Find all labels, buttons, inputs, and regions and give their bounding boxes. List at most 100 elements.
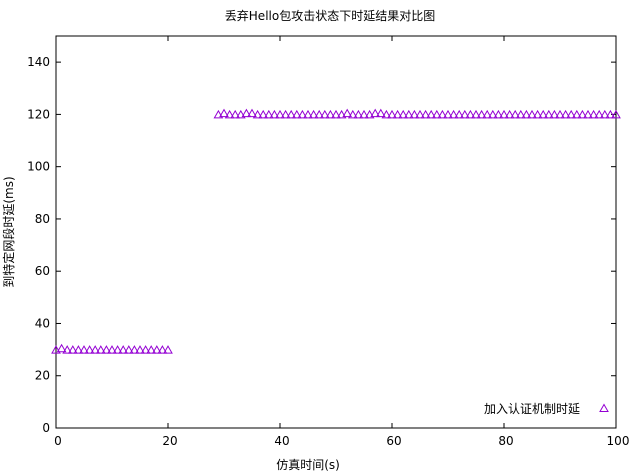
data-point-marker — [297, 109, 308, 119]
data-point-marker — [56, 343, 67, 353]
data-point-marker — [314, 109, 325, 119]
y-tick-label: 60 — [35, 264, 50, 278]
data-point-marker — [515, 109, 526, 119]
data-point-marker — [51, 345, 61, 354]
axis-tick-labels: 0 20 40 60 80 100 0 20 40 60 80 100 120 140 — [27, 55, 629, 448]
data-points — [51, 108, 621, 354]
data-point-marker — [353, 109, 364, 119]
data-point-marker — [263, 109, 274, 119]
data-point-marker — [347, 109, 358, 119]
y-tick-label: 0 — [42, 421, 50, 435]
data-point-marker — [465, 109, 476, 119]
data-point-marker — [319, 109, 330, 119]
data-point-marker — [392, 109, 403, 119]
data-point-marker — [224, 109, 235, 119]
data-point-marker — [95, 345, 106, 354]
data-point-marker — [566, 109, 577, 119]
y-tick-label: 80 — [35, 212, 50, 226]
chart-title: 丢弃Hello包攻击状态下时延结果对比图 — [225, 8, 435, 23]
data-point-marker — [107, 345, 117, 354]
data-point-marker — [140, 345, 151, 354]
data-point-marker — [381, 109, 392, 119]
data-point-marker — [448, 109, 459, 119]
data-point-marker — [454, 109, 465, 119]
data-point-marker — [521, 109, 532, 119]
data-point-marker — [605, 109, 616, 119]
y-tick-label: 140 — [27, 55, 50, 69]
data-point-marker — [342, 108, 353, 118]
data-point-marker — [151, 345, 162, 354]
data-point-marker — [482, 109, 493, 119]
x-tick-label: 20 — [162, 434, 177, 448]
data-point-marker — [487, 109, 498, 119]
data-point-marker — [275, 109, 285, 119]
data-point-marker — [599, 109, 610, 119]
data-point-marker — [73, 345, 84, 354]
y-axis-label: 到特定网段时延(ms) — [1, 176, 16, 287]
data-point-marker — [241, 108, 252, 118]
data-point-marker — [252, 109, 263, 119]
data-point-marker — [549, 109, 560, 119]
data-point-marker — [280, 109, 291, 119]
data-point-marker — [359, 109, 369, 119]
data-point-marker — [555, 109, 565, 119]
data-point-marker — [560, 109, 571, 119]
data-point-marker — [163, 345, 173, 354]
data-point-marker — [403, 109, 414, 119]
data-point-marker — [84, 345, 95, 354]
data-point-marker — [118, 345, 129, 354]
data-point-marker — [398, 109, 409, 119]
x-tick-label: 80 — [498, 434, 513, 448]
data-point-marker — [303, 109, 313, 119]
data-point-marker — [219, 108, 229, 118]
y-tick-label: 40 — [35, 316, 50, 330]
data-point-marker — [583, 109, 593, 119]
data-point-marker — [213, 109, 224, 119]
data-point-marker — [499, 109, 509, 119]
x-tick-label: 60 — [386, 434, 401, 448]
data-point-marker — [146, 345, 157, 354]
y-tick-label: 20 — [35, 369, 50, 383]
legend-marker — [599, 403, 609, 412]
data-point-marker — [387, 109, 397, 119]
data-point-marker — [493, 109, 504, 119]
data-point-marker — [364, 109, 375, 119]
x-tick-label: 100 — [607, 434, 630, 448]
data-point-marker — [375, 108, 386, 118]
data-point-marker — [291, 109, 302, 119]
axis-ticks — [55, 36, 617, 429]
data-point-marker — [588, 109, 599, 119]
data-point-marker — [370, 108, 381, 118]
data-point-marker — [409, 109, 420, 119]
data-point-marker — [247, 108, 257, 118]
data-point-marker — [538, 109, 549, 119]
data-point-marker — [157, 345, 168, 354]
data-point-marker — [308, 109, 319, 119]
data-point-marker — [258, 109, 269, 119]
legend: 加入认证机制时延 — [484, 402, 609, 416]
data-point-marker — [443, 109, 453, 119]
data-point-marker — [129, 345, 140, 354]
data-point-marker — [543, 109, 554, 119]
y-tick-label: 100 — [27, 160, 50, 174]
data-point-marker — [420, 109, 431, 119]
x-tick-label: 0 — [54, 434, 62, 448]
data-point-marker — [336, 109, 347, 119]
data-point-marker — [135, 345, 145, 354]
data-point-marker — [235, 109, 246, 119]
data-point-marker — [269, 109, 280, 119]
data-point-marker — [286, 109, 297, 119]
data-point-marker — [527, 109, 537, 119]
data-point-marker — [510, 109, 521, 119]
data-point-marker — [79, 345, 89, 354]
data-point-marker — [331, 109, 341, 119]
data-point-marker — [611, 109, 621, 119]
data-point-marker — [101, 345, 112, 354]
x-tick-label: 40 — [274, 434, 289, 448]
data-point-marker — [426, 109, 437, 119]
data-point-marker — [112, 345, 123, 354]
data-point-marker — [476, 109, 487, 119]
data-point-marker — [325, 109, 336, 119]
data-point-marker — [90, 345, 101, 354]
